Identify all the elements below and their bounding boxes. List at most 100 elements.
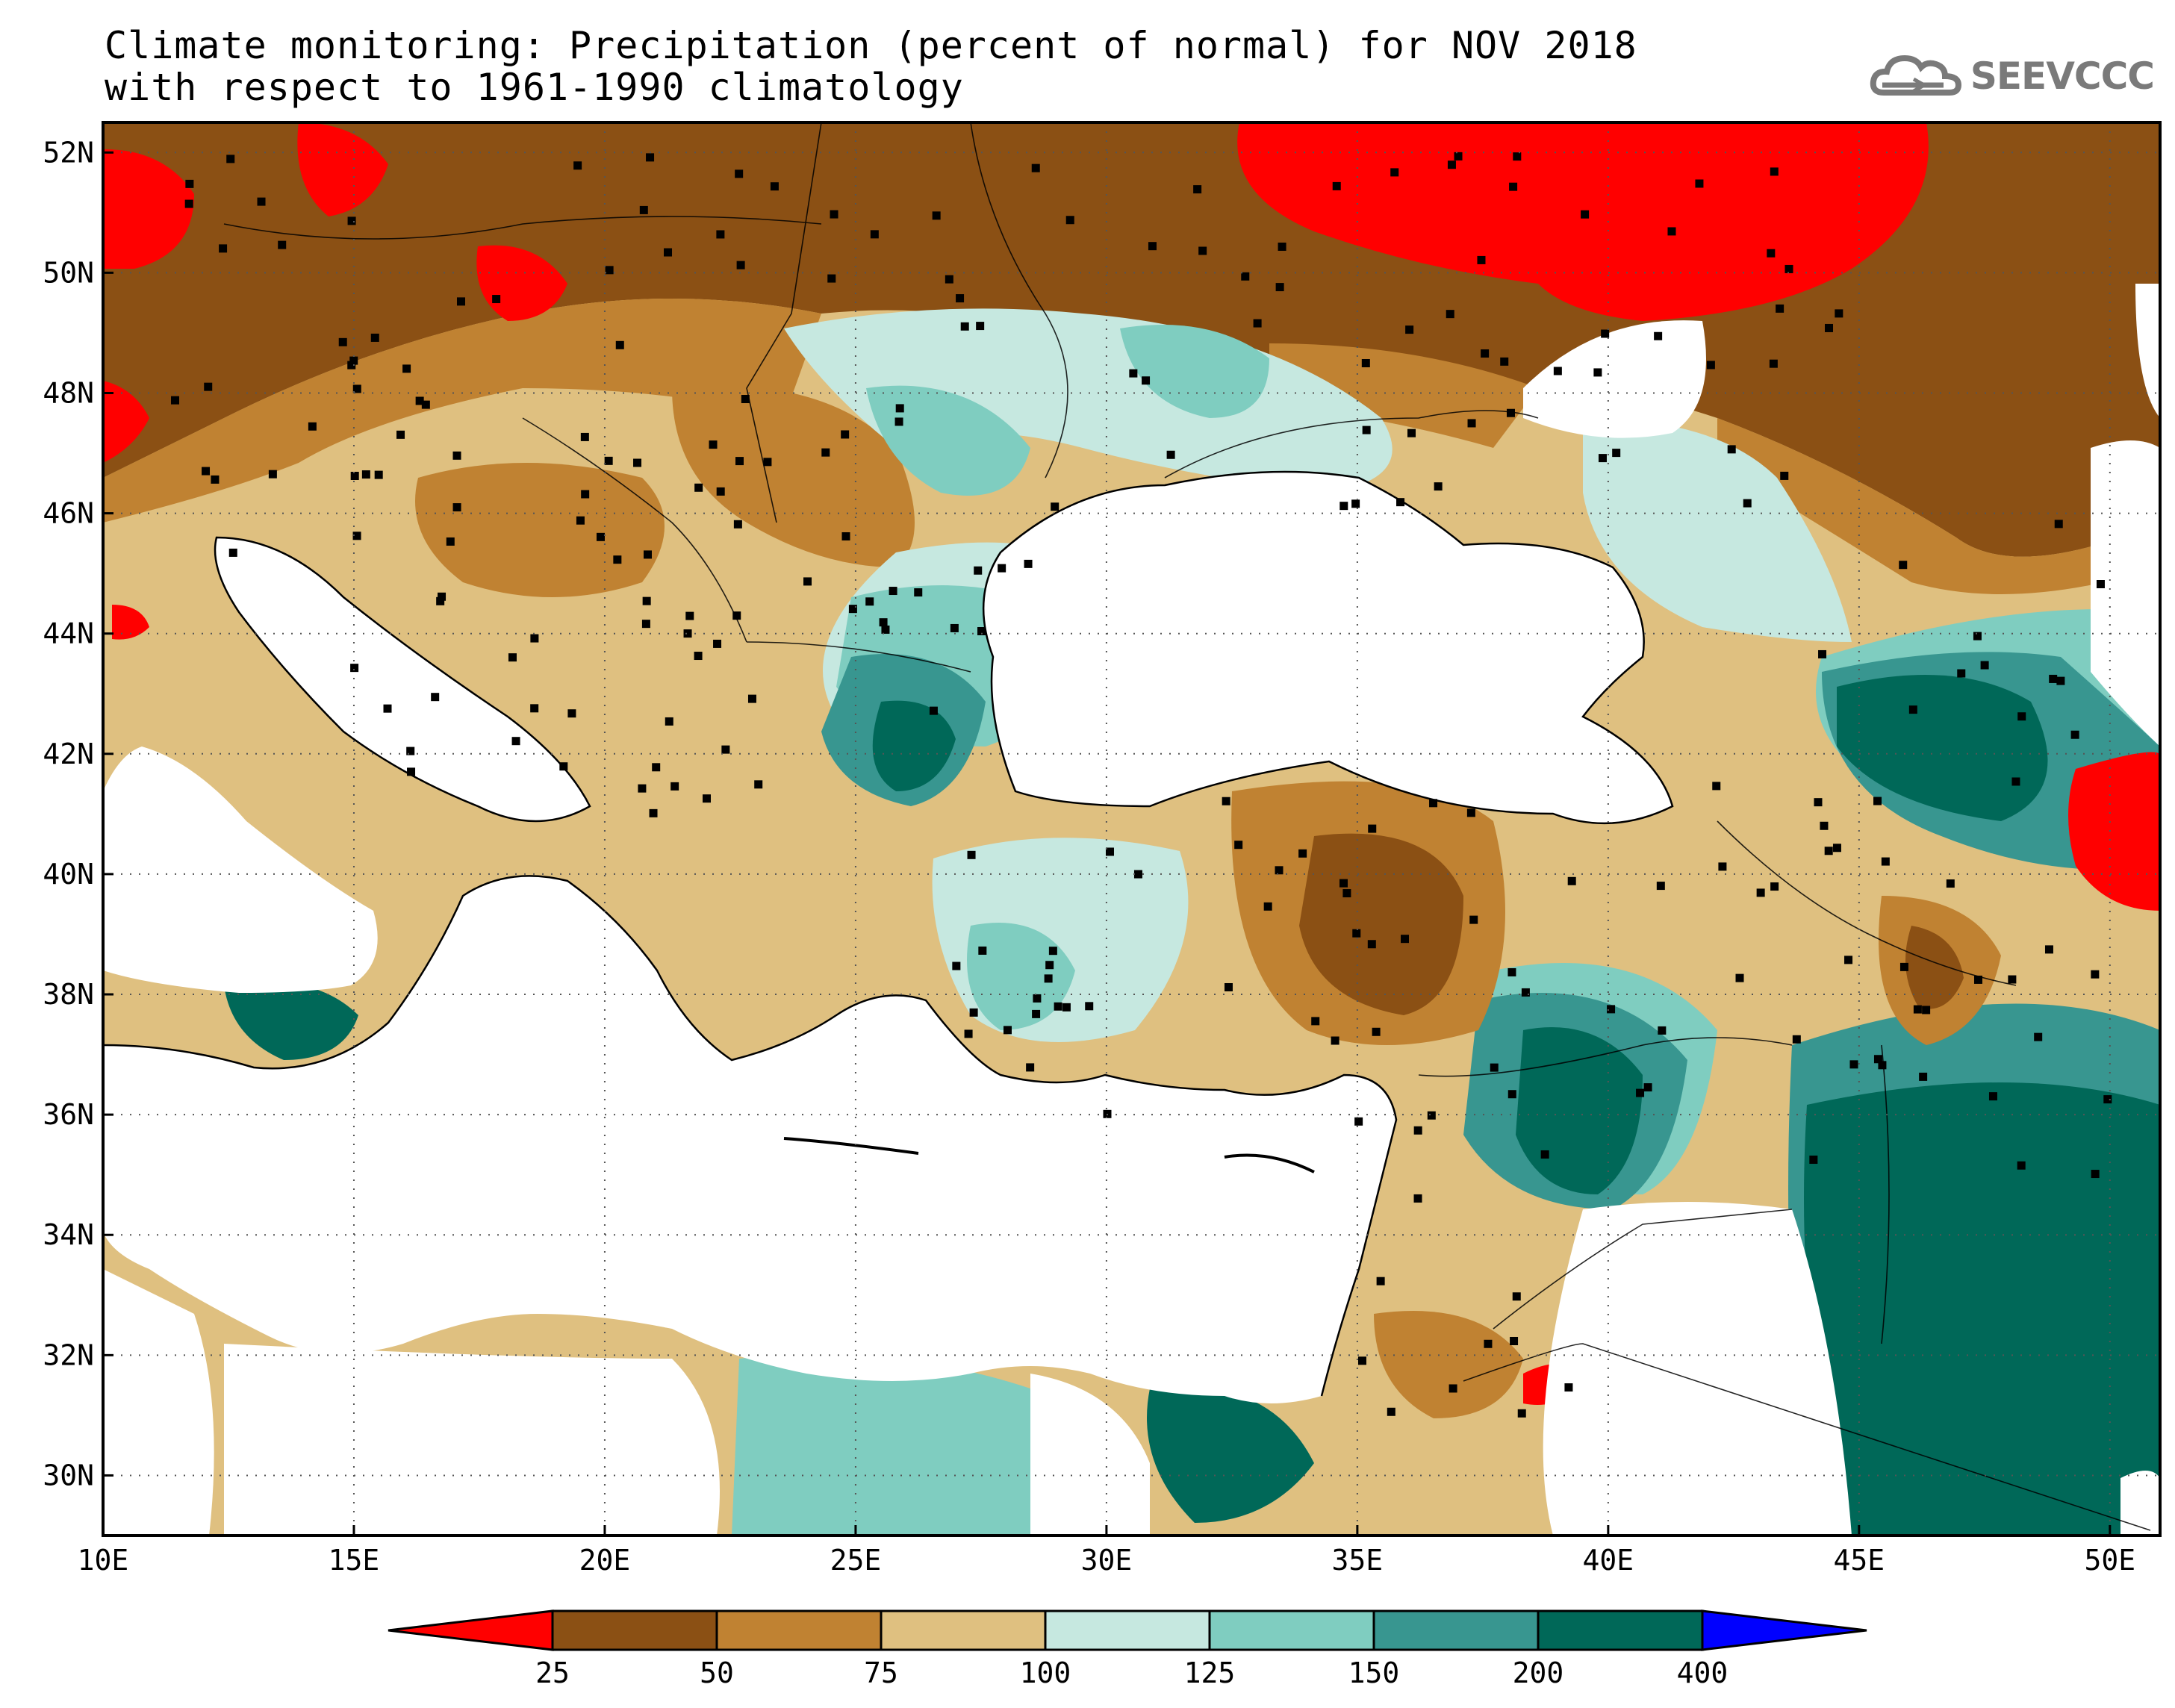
station-marker [702, 794, 711, 803]
station-marker [1521, 988, 1530, 997]
station-marker [976, 322, 985, 331]
cloud-icon [1870, 54, 1961, 96]
station-marker [2049, 674, 2058, 683]
station-marker [1667, 227, 1676, 236]
station-marker [1003, 1026, 1012, 1035]
station-marker [1024, 559, 1033, 568]
station-marker [407, 767, 416, 776]
station-marker [716, 230, 725, 239]
station-marker [1062, 1003, 1071, 1012]
station-marker [763, 458, 772, 467]
station-marker [1275, 283, 1284, 292]
colorbar-segment [1537, 1609, 1704, 1651]
station-marker [2008, 975, 2017, 984]
map-title-line-2: with respect to 1961-1990 climatology [105, 66, 964, 109]
station-marker [1919, 1072, 1928, 1081]
station-marker [559, 762, 568, 771]
station-marker [2103, 1095, 2112, 1104]
station-marker [1362, 426, 1371, 434]
station-marker [1278, 242, 1286, 251]
station-marker [350, 471, 359, 480]
station-marker [1467, 419, 1476, 428]
station-marker [1564, 1383, 1573, 1392]
station-marker [649, 808, 658, 817]
station-marker [1354, 1117, 1363, 1126]
station-marker [1031, 163, 1040, 172]
station-marker [754, 780, 763, 789]
station-marker [1065, 216, 1074, 225]
x-tick-label: 30E [1081, 1544, 1133, 1577]
station-marker [615, 340, 624, 349]
station-marker [1413, 1126, 1422, 1135]
y-tick-label: 40N [43, 858, 94, 891]
station-marker [1241, 272, 1250, 281]
station-marker [1222, 797, 1230, 805]
station-marker [184, 199, 193, 208]
station-marker [1372, 1027, 1381, 1036]
station-marker [1567, 876, 1576, 885]
station-marker [1540, 1150, 1549, 1159]
station-marker [639, 205, 648, 214]
station-marker [406, 747, 415, 755]
station-marker [735, 169, 744, 178]
station-marker [1361, 358, 1370, 367]
station-marker [581, 490, 590, 499]
station-marker [1198, 246, 1207, 255]
station-marker [511, 737, 520, 746]
colorbar: 25 50 75 100 125 150 200 400 [388, 1609, 1867, 1689]
station-marker [803, 577, 812, 586]
station-marker [2011, 777, 2020, 786]
station-marker [1509, 182, 1518, 191]
station-marker [421, 400, 430, 409]
station-marker [652, 763, 661, 772]
station-marker [2091, 1170, 2100, 1179]
station-marker [204, 382, 213, 391]
colorbar-segment [551, 1609, 718, 1651]
station-marker [396, 430, 405, 439]
coastlines [103, 470, 1674, 1397]
station-marker [633, 458, 642, 467]
station-marker [452, 451, 461, 460]
station-marker [1407, 428, 1416, 437]
station-marker [683, 629, 692, 638]
colorbar-segment [1044, 1609, 1211, 1651]
station-marker [1352, 929, 1361, 938]
station-marker [1051, 502, 1060, 511]
station-marker [219, 244, 228, 253]
station-marker [1654, 331, 1663, 340]
colorbar-segment [1208, 1609, 1375, 1651]
station-marker [1695, 179, 1704, 188]
x-tick-label: 20E [579, 1544, 631, 1577]
station-marker [1129, 369, 1138, 378]
station-marker [747, 694, 756, 703]
station-marker [2017, 1161, 2026, 1170]
plot-frame [102, 121, 2162, 1537]
sea-mask [103, 284, 2160, 1536]
station-marker [1756, 888, 1765, 897]
station-marker [1434, 482, 1443, 491]
station-marker [613, 555, 622, 564]
station-marker [1331, 1036, 1339, 1045]
station-marker [1447, 160, 1456, 169]
station-marker [1368, 824, 1377, 833]
station-marker [1743, 499, 1752, 508]
station-marker [1780, 471, 1789, 480]
x-tick-label: 40E [1583, 1544, 1634, 1577]
colorbar-segment [715, 1609, 883, 1651]
station-marker [1339, 879, 1348, 888]
station-marker [950, 623, 959, 632]
station-marker [1718, 862, 1727, 871]
station-marker [735, 457, 744, 466]
station-marker [646, 153, 655, 162]
colorbar-label: 25 [535, 1656, 570, 1689]
station-marker [1484, 1339, 1493, 1348]
station-marker [945, 275, 953, 284]
station-marker [713, 639, 722, 648]
station-marker [1477, 255, 1486, 264]
station-marker [456, 297, 465, 306]
station-marker [2017, 712, 2026, 721]
station-marker [1351, 499, 1360, 508]
station-marker [1636, 1088, 1645, 1097]
station-marker [1581, 210, 1590, 219]
station-marker [202, 467, 211, 476]
